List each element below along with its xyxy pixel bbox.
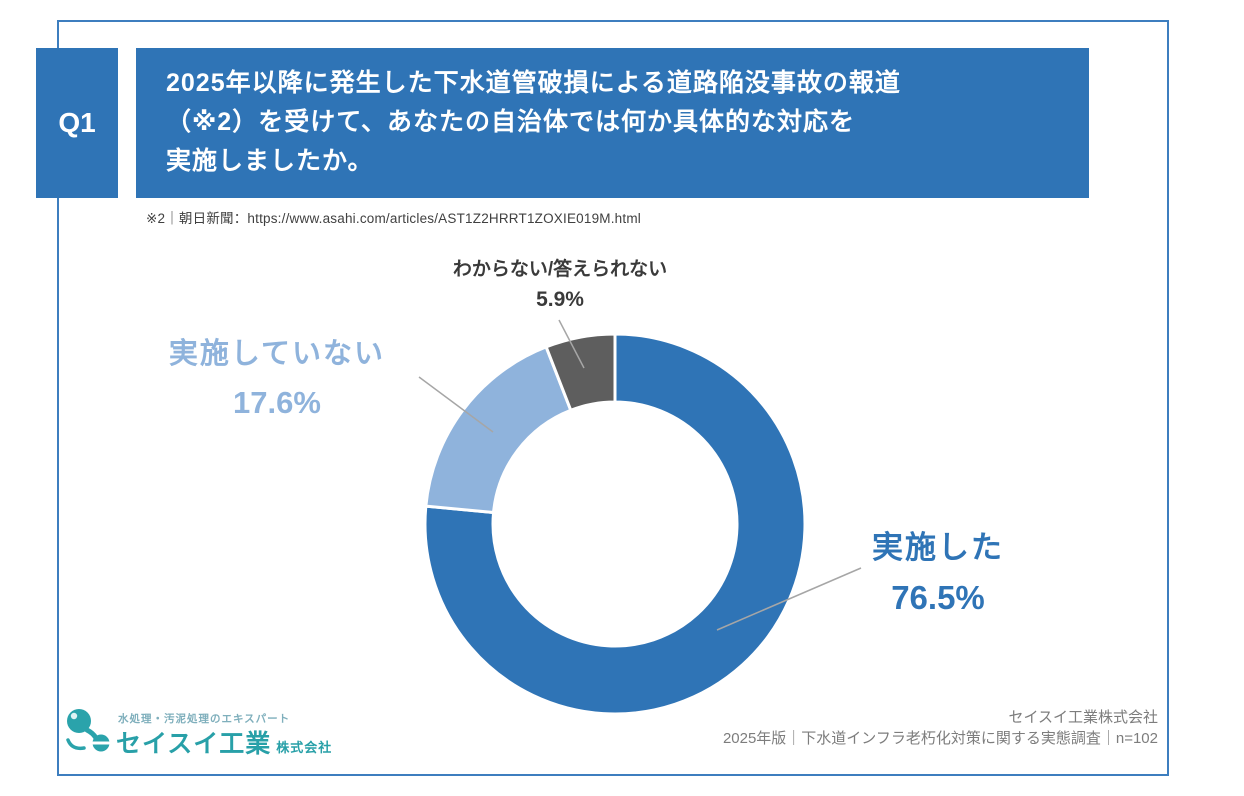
leader-line-dont-know bbox=[558, 319, 585, 369]
donut-segment-implemented bbox=[423, 332, 807, 716]
question-number: Q1 bbox=[58, 107, 96, 138]
donut-chart-area bbox=[320, 260, 960, 730]
leader-line-not-implemented bbox=[418, 376, 494, 433]
logo-company-suffix: 株式会社 bbox=[276, 740, 333, 755]
label-dont-know-text: わからない/答えられない bbox=[452, 259, 668, 280]
credit-company: セイスイ工業株式会社 bbox=[1008, 709, 1158, 726]
credit-survey-info: 2025年版｜下水道インフラ老朽化対策に関する実態調査｜n=102 bbox=[722, 730, 1158, 747]
question-title-box: 2025年以降に発生した下水道管破損による道路陥没事故の報道 （※2）を受けて、… bbox=[136, 48, 1089, 198]
logo-tagline: 水処理・汚泥処理のエキスパート bbox=[118, 713, 291, 725]
question-title-line1: 2025年以降に発生した下水道管破損による道路陥没事故の報道 bbox=[166, 69, 901, 97]
leader-line-implemented bbox=[716, 567, 862, 631]
label-implemented-value: 76.5% bbox=[891, 579, 985, 616]
donut-segment-dont-know bbox=[544, 332, 617, 412]
label-implemented: 実施した 76.5% bbox=[788, 522, 1088, 617]
label-dont-know: わからない/答えられない 5.9% bbox=[410, 254, 710, 312]
donut-segment-not-implemented bbox=[424, 345, 573, 515]
label-dont-know-value: 5.9% bbox=[536, 288, 584, 311]
company-logo-text: セイスイ工業 株式会社 bbox=[116, 724, 332, 760]
question-number-badge: Q1 bbox=[36, 48, 118, 198]
question-title-line3: 実施しましたか。 bbox=[166, 147, 374, 175]
survey-credit: セイスイ工業株式会社 2025年版｜下水道インフラ老朽化対策に関する実態調査｜n… bbox=[560, 707, 1158, 749]
donut-chart-svg bbox=[418, 319, 862, 716]
label-not-implemented-text: 実施していない bbox=[168, 338, 386, 370]
label-implemented-text: 実施した bbox=[872, 530, 1004, 565]
label-not-implemented-value: 17.6% bbox=[233, 385, 321, 420]
donut-segments bbox=[423, 332, 807, 716]
company-logo-icon bbox=[66, 709, 110, 752]
label-not-implemented: 実施していない 17.6% bbox=[127, 330, 427, 421]
source-footnote: ※2｜朝日新聞：https://www.asahi.com/articles/A… bbox=[146, 211, 641, 226]
question-title-line2: （※2）を受けて、あなたの自治体では何か具体的な対応を bbox=[166, 108, 855, 136]
logo-company-name: セイスイ工業 bbox=[116, 730, 272, 758]
